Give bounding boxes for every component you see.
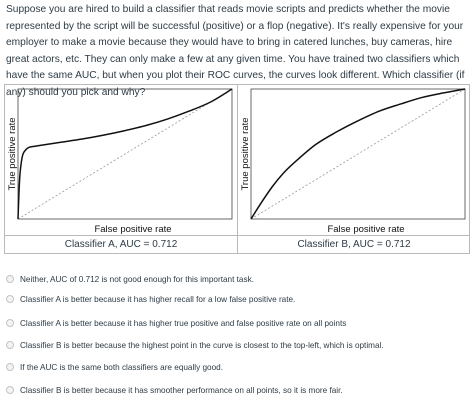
roc-chart-a-svg: False positive rate True positive rate — [7, 88, 233, 235]
answer-label: Classifier A is better because it has hi… — [20, 294, 296, 304]
answer-option-4[interactable]: Classifier B is better because the highe… — [6, 336, 384, 354]
radio-button[interactable] — [6, 275, 14, 283]
chance-diagonal — [17, 88, 233, 220]
radio-button[interactable] — [6, 295, 14, 303]
roc-figure-table: False positive rate True positive rate F… — [4, 84, 470, 254]
plot-frame — [17, 88, 233, 220]
radio-button[interactable] — [6, 341, 14, 349]
roc-chart-classifier-a: False positive rate True positive rate — [5, 85, 237, 235]
caption-divider — [5, 235, 469, 236]
question-text: Suppose you are hired to build a classif… — [6, 4, 465, 98]
roc-chart-classifier-b: False positive rate True positive rate — [238, 85, 470, 235]
answer-option-2[interactable]: Classifier A is better because it has hi… — [6, 290, 295, 308]
answer-label: Classifier B is better because the highe… — [20, 340, 384, 350]
roc-curve — [250, 88, 466, 220]
roc-curve — [17, 88, 233, 220]
x-axis-label: False positive rate — [94, 224, 171, 235]
chance-diagonal — [250, 88, 466, 220]
answer-label: Classifier A is better because it has hi… — [20, 318, 347, 328]
radio-button[interactable] — [6, 386, 14, 394]
answer-option-1[interactable]: Neither, AUC of 0.712 is not good enough… — [6, 270, 254, 288]
answer-label: Classifier B is better because it has sm… — [20, 385, 343, 395]
y-axis-label: True positive rate — [7, 117, 18, 190]
y-axis-label: True positive rate — [240, 117, 251, 190]
caption-classifier-a: Classifier A, AUC = 0.712 — [64, 239, 178, 250]
answer-option-3[interactable]: Classifier A is better because it has hi… — [6, 314, 346, 332]
x-axis-label: False positive rate — [327, 224, 404, 235]
answer-option-6[interactable]: Classifier B is better because it has sm… — [6, 381, 343, 399]
radio-button[interactable] — [6, 319, 14, 327]
answer-label: If the AUC is the same both classifiers … — [20, 362, 223, 372]
radio-button[interactable] — [6, 363, 14, 371]
plot-frame — [250, 88, 466, 220]
caption-classifier-b: Classifier B, AUC = 0.712 — [297, 239, 411, 250]
answer-label: Neither, AUC of 0.712 is not good enough… — [20, 274, 254, 284]
roc-chart-b-svg: False positive rate True positive rate — [240, 88, 466, 235]
answer-option-5[interactable]: If the AUC is the same both classifiers … — [6, 358, 223, 376]
column-divider — [237, 85, 238, 253]
